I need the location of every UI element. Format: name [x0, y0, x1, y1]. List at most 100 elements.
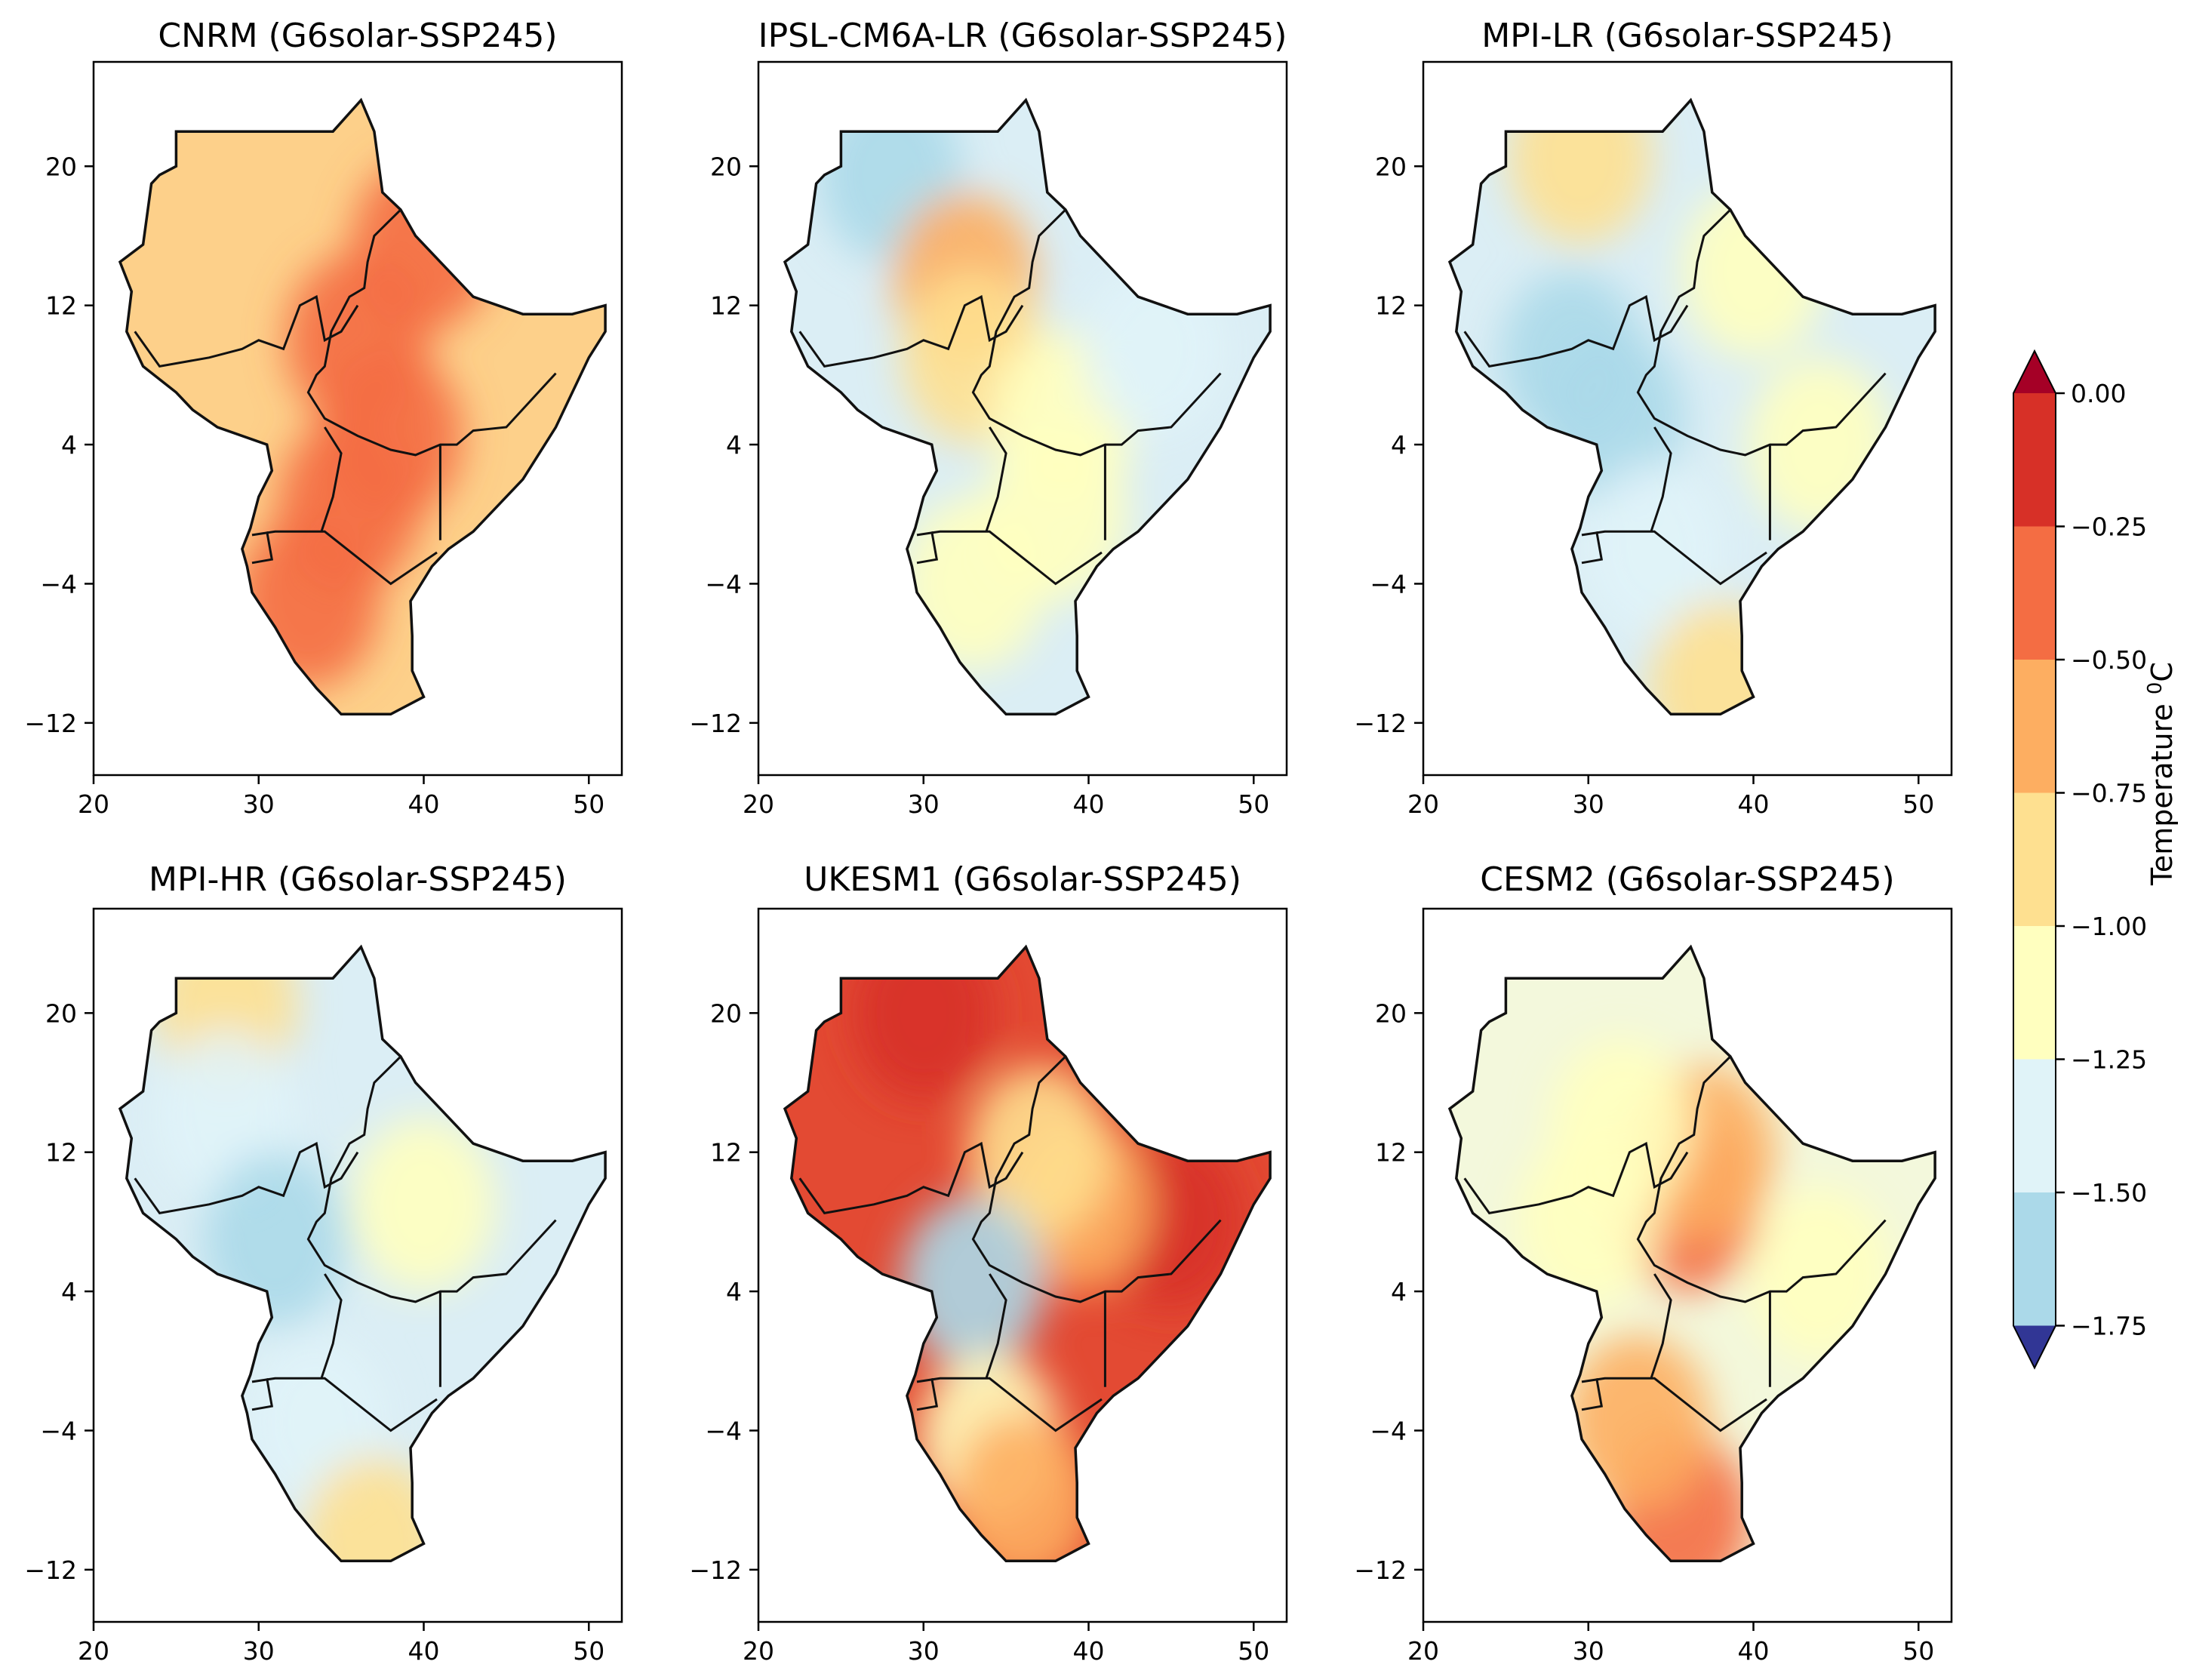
country-border [320, 1273, 343, 1379]
field-patch [203, 1152, 347, 1326]
region-outline [783, 97, 1272, 716]
y-tick-label: −4 [40, 1416, 77, 1445]
x-tick-label: 20 [1407, 1636, 1439, 1666]
country-border [134, 294, 359, 368]
colorbar-bin [2013, 526, 2056, 660]
colorbar-bin [2013, 660, 2056, 794]
x-tick-label: 30 [243, 789, 275, 819]
region-outline [118, 944, 607, 1563]
y-tick-label: −4 [1370, 1416, 1407, 1445]
axes: 20 30 40 50 20 12 4 −4 −12 [24, 60, 623, 819]
colorbar-tick-label: −0.75 [2071, 779, 2147, 808]
x-tick-label: 20 [78, 1636, 109, 1666]
colorbar-body: 0.00 −0.25 −0.50 −0.75 −1.00 −1.25 −1.50 −1.75 [2013, 349, 2147, 1370]
y-tick-label: 20 [1375, 998, 1407, 1028]
axes: 20 30 40 50 20 12 4 −4 −12 [1354, 907, 1953, 1666]
x-tick-label: 30 [243, 1636, 275, 1666]
y-tick-label: −4 [705, 1416, 742, 1445]
colorbar: 0.00−0.25−0.50−0.75−1.00−1.25−1.50−1.75 … [2013, 349, 2179, 1370]
country-border [971, 208, 1222, 457]
panel-cnrm: CNRM (G6solar-SSP245) 20 30 40 50 20 12 4 −4 −12 [24, 17, 623, 819]
colorbar-bin [2013, 1192, 2056, 1327]
panel-mpi-lr: MPI-LR (G6solar-SSP245) 20 30 40 50 20 12 4 −4 −… [1354, 17, 1953, 819]
y-tick-label: 12 [1375, 1138, 1407, 1168]
country-border [1581, 1378, 1604, 1411]
region-outline [783, 944, 1272, 1563]
country-border [985, 1273, 1007, 1379]
y-tick-label: −12 [24, 709, 77, 738]
field-patch [1508, 100, 1652, 245]
axes: 20 30 40 50 20 12 4 −4 −12 [1354, 60, 1953, 819]
y-tick-label: −4 [1370, 569, 1407, 598]
x-tick-label: 40 [1073, 1636, 1105, 1666]
x-tick-label: 20 [743, 1636, 774, 1666]
colorbar-tick-label: −1.75 [2071, 1312, 2147, 1341]
y-tick-label: 4 [61, 1277, 77, 1306]
colorbar-tick-label: −1.00 [2071, 912, 2147, 941]
y-tick-label: 20 [45, 152, 77, 181]
x-tick-label: 30 [908, 789, 940, 819]
x-tick-label: 50 [1238, 789, 1269, 819]
field-patch [1748, 1187, 1891, 1362]
y-tick-label: −12 [689, 709, 742, 738]
colorbar-tick-label: 0.00 [2071, 379, 2126, 408]
field-patch [901, 497, 1045, 671]
x-tick-label: 30 [1573, 1636, 1604, 1666]
country-border [306, 208, 557, 457]
country-border [798, 1141, 1024, 1215]
country-border [985, 426, 1007, 532]
y-tick-label: 4 [1391, 430, 1407, 460]
country-border [971, 1055, 1222, 1303]
x-tick-label: 50 [1238, 1636, 1269, 1666]
y-tick-label: 12 [710, 291, 742, 321]
country-border [916, 1378, 939, 1411]
colorbar-bin [2013, 926, 2056, 1060]
region-outline [118, 97, 607, 716]
panel-ipsl: IPSL-CM6A-LR (G6solar-SSP245) 20 30 40 5020… [689, 17, 1288, 819]
axes: 20 30 40 50 20 12 4 −4 −12 [689, 907, 1288, 1666]
temperature-field [120, 946, 606, 1562]
axes-frame [1422, 907, 1953, 1623]
x-tick-label: 50 [573, 789, 604, 819]
axes-frame [757, 907, 1288, 1623]
y-tick-label: −4 [40, 569, 77, 598]
field-patch [901, 1195, 1045, 1370]
field-patch [302, 1457, 446, 1562]
panel-title: IPSL-CM6A-LR (G6solar-SSP245) [758, 17, 1287, 55]
country-border [798, 294, 1024, 368]
country-border [1650, 1273, 1672, 1379]
country-border [1581, 531, 1604, 565]
colorbar-label: Temperature 0C [2144, 662, 2179, 886]
axes: 20 30 40 50 20 12 4 −4 −12 [24, 907, 623, 1666]
field-patch [352, 1117, 496, 1291]
country-border [1636, 1055, 1887, 1303]
y-tick-label: 12 [710, 1138, 742, 1168]
panel-title: MPI-HR (G6solar-SSP245) [149, 860, 567, 899]
y-tick-label: 4 [726, 430, 742, 460]
panel-mpi-hr: MPI-HR (G6solar-SSP245) 20 30 40 50 20 12 4 −4 −… [24, 860, 623, 1666]
field-patch [851, 946, 995, 1100]
y-tick-label: 12 [45, 291, 77, 321]
field-patch [1516, 1134, 1660, 1309]
y-tick-label: 4 [726, 1277, 742, 1306]
panel-title: CNRM (G6solar-SSP245) [158, 17, 557, 55]
colorbar-extend-top [2013, 351, 2056, 393]
x-tick-label: 30 [1573, 789, 1604, 819]
x-tick-label: 30 [908, 1636, 940, 1666]
y-tick-label: 4 [1391, 1277, 1407, 1306]
panel-title: CESM2 (G6solar-SSP245) [1480, 860, 1894, 899]
region-outline [1447, 97, 1936, 716]
axes-frame [92, 907, 623, 1623]
y-tick-label: 20 [1375, 152, 1407, 181]
country-border [1463, 294, 1689, 368]
country-border [251, 531, 274, 565]
country-border [1463, 1141, 1689, 1215]
panel-title: MPI-LR (G6solar-SSP245) [1481, 17, 1893, 55]
x-tick-label: 50 [1902, 789, 1934, 819]
y-tick-label: −12 [1354, 709, 1407, 738]
y-tick-label: 20 [710, 998, 742, 1028]
panel-cesm2: CESM2 (G6solar-SSP245) 20 30 40 50 20 12 4 −4 −1… [1354, 860, 1953, 1666]
y-tick-label: −12 [1354, 1555, 1407, 1585]
colorbar-tick-label: −1.25 [2071, 1045, 2147, 1075]
x-tick-label: 40 [1738, 789, 1770, 819]
